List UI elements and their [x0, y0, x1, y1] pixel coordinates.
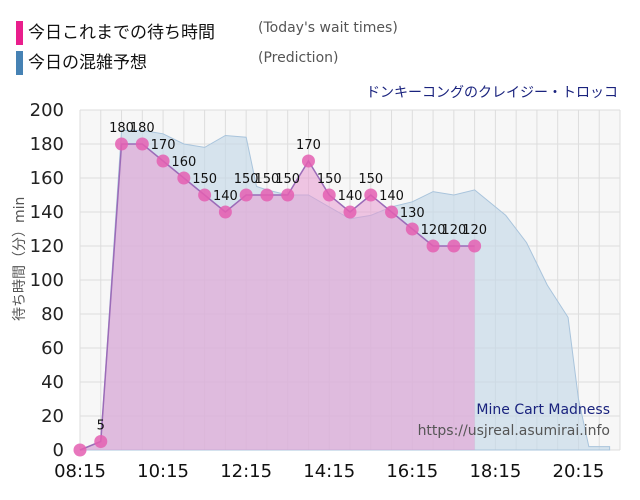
actual-point — [239, 188, 253, 202]
legend-prediction-swatch — [16, 51, 23, 75]
watermark-url: https://usjreal.asumirai.info — [417, 423, 610, 439]
actual-point — [322, 188, 336, 202]
actual-point — [343, 205, 357, 219]
data-label: 140 — [338, 189, 363, 204]
watermark-title: Mine Cart Madness — [476, 402, 610, 418]
legend-actual-swatch — [16, 21, 23, 45]
actual-point — [156, 154, 170, 168]
data-label: 160 — [171, 155, 196, 170]
legend-prediction-sub: (Prediction) — [258, 50, 339, 66]
legend-actual: 今日これまでの待ち時間 (Today's wait times) — [16, 18, 398, 45]
data-label: 150 — [317, 172, 342, 187]
x-tick-label: 10:15 — [137, 461, 189, 482]
actual-point — [198, 188, 212, 202]
data-label: 5 — [97, 419, 105, 434]
x-tick-label: 08:15 — [54, 461, 106, 482]
actual-point — [281, 188, 295, 202]
legend-prediction-label: 今日の混雑予想 — [28, 53, 147, 73]
x-tick-label: 12:15 — [220, 461, 272, 482]
y-tick-label: 160 — [30, 168, 64, 189]
data-label: 150 — [234, 172, 259, 187]
x-tick-label: 18:15 — [469, 461, 521, 482]
actual-point — [218, 205, 232, 219]
y-axis-label: 待ち時間（分）min — [12, 196, 28, 321]
y-tick-label: 180 — [30, 134, 64, 155]
actual-point — [385, 205, 399, 219]
data-label: 140 — [379, 189, 404, 204]
y-tick-label: 80 — [41, 304, 64, 325]
data-label: 150 — [358, 172, 383, 187]
legend-actual-label: 今日これまでの待ち時間 — [28, 23, 215, 43]
data-label: 170 — [296, 138, 321, 153]
actual-point — [364, 188, 378, 202]
actual-point — [115, 137, 129, 151]
actual-point — [447, 239, 461, 253]
data-label: 150 — [192, 172, 217, 187]
legend-prediction: 今日の混雑予想 (Prediction) — [16, 48, 338, 75]
ride-name: ドンキーコングのクレイジー・トロッコ — [366, 85, 618, 101]
data-label: 180 — [130, 121, 155, 136]
data-label: 180 — [109, 121, 134, 136]
y-tick-label: 60 — [41, 338, 64, 359]
y-tick-label: 100 — [30, 270, 64, 291]
data-label: 170 — [151, 138, 176, 153]
actual-point — [94, 435, 108, 448]
data-label: 120 — [462, 223, 487, 238]
y-tick-label: 20 — [41, 406, 64, 427]
actual-point — [177, 171, 191, 185]
y-tick-label: 40 — [41, 372, 64, 393]
actual-point — [260, 188, 274, 202]
actual-point — [301, 154, 315, 168]
actual-point — [426, 239, 440, 253]
actual-point — [405, 222, 419, 236]
actual-point — [73, 443, 87, 457]
actual-point — [468, 239, 482, 253]
y-tick-label: 140 — [30, 202, 64, 223]
x-tick-label: 20:15 — [553, 461, 605, 482]
x-tick-label: 14:15 — [303, 461, 355, 482]
data-label: 150 — [255, 172, 280, 187]
data-label: 130 — [400, 206, 425, 221]
legend-actual-sub: (Today's wait times) — [258, 20, 398, 36]
x-tick-label: 16:15 — [386, 461, 438, 482]
actual-point — [135, 137, 149, 151]
data-label: 120 — [421, 223, 446, 238]
data-label: 140 — [213, 189, 238, 204]
data-label: 120 — [441, 223, 466, 238]
y-tick-label: 0 — [53, 440, 64, 461]
y-tick-label: 120 — [30, 236, 64, 257]
data-label: 150 — [275, 172, 300, 187]
y-tick-label: 200 — [30, 100, 64, 121]
actual-area — [80, 144, 475, 450]
